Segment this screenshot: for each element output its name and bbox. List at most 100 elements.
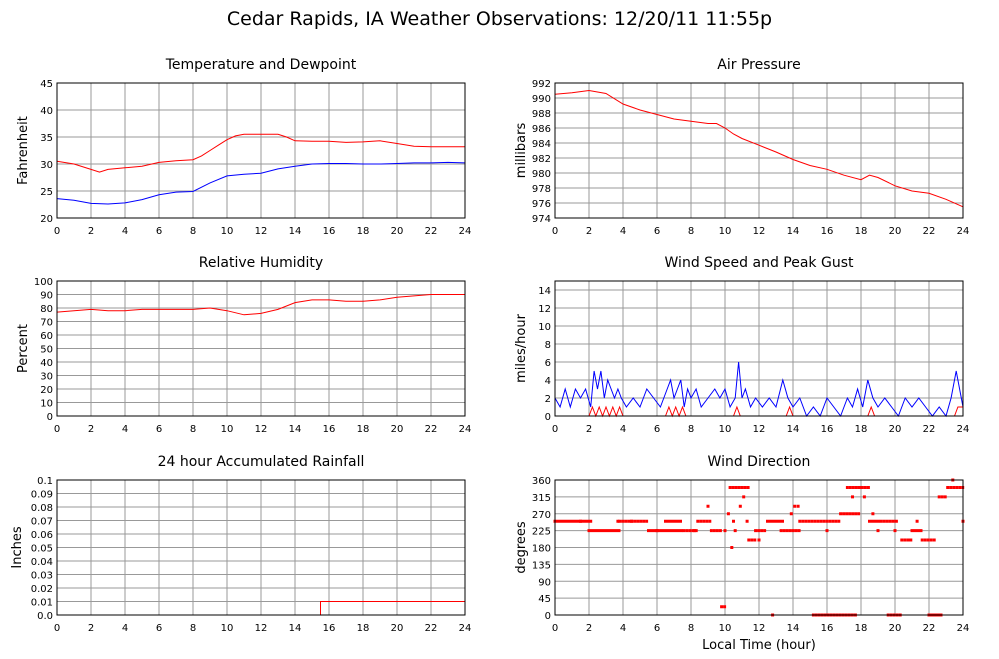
y-tick-label: 30 xyxy=(40,160,53,171)
data-point xyxy=(633,519,637,523)
x-tick-label: 14 xyxy=(289,226,302,237)
y-axis-label: Inches xyxy=(10,526,25,568)
series-line-0 xyxy=(56,133,465,173)
x-tick-label: 20 xyxy=(889,226,902,237)
data-point xyxy=(692,529,696,533)
x-tick-label: 12 xyxy=(255,623,268,634)
data-point xyxy=(659,529,662,533)
y-axis-label: millibars xyxy=(514,123,529,179)
data-point xyxy=(650,529,653,533)
data-point xyxy=(737,486,741,489)
data-point xyxy=(825,529,829,533)
x-tick-label: 10 xyxy=(719,226,732,237)
x-tick-label: 12 xyxy=(255,226,268,237)
x-tick-label: 24 xyxy=(957,226,970,237)
x-tick-label: 18 xyxy=(357,424,370,435)
data-point xyxy=(677,529,680,533)
data-point xyxy=(630,519,633,523)
data-point xyxy=(621,519,625,523)
data-point xyxy=(605,529,609,533)
x-tick-label: 24 xyxy=(957,623,970,634)
y-tick-label: 974 xyxy=(532,214,551,225)
data-point xyxy=(616,519,620,523)
data-point xyxy=(556,519,560,523)
data-point xyxy=(667,519,670,523)
data-point xyxy=(857,512,861,516)
data-point xyxy=(608,529,612,533)
y-tick-label: 0.04 xyxy=(31,557,53,568)
data-point xyxy=(731,486,735,489)
data-point xyxy=(738,504,742,508)
data-point xyxy=(571,519,575,523)
y-tick-label: 992 xyxy=(532,79,551,90)
chart-rain: 0 2 4 6 8 10 12 14 16 18 20 22 240.00.010.020.030.04… xyxy=(10,454,471,634)
data-point xyxy=(891,519,895,523)
data-point xyxy=(662,529,665,533)
y-tick-label: 50 xyxy=(40,345,53,356)
data-point xyxy=(653,529,656,533)
plot-frame xyxy=(56,82,466,219)
data-point xyxy=(781,519,784,523)
x-tick-label: 6 xyxy=(156,226,162,237)
y-tick-label: 978 xyxy=(532,184,551,195)
y-tick-label: 980 xyxy=(532,169,551,180)
data-point xyxy=(894,519,898,523)
x-tick-label: 22 xyxy=(425,424,438,435)
data-point xyxy=(617,529,621,533)
data-point xyxy=(688,529,692,533)
plot-frame xyxy=(56,479,466,616)
y-tick-label: 360 xyxy=(532,476,551,487)
chart-title: 24 hour Accumulated Rainfall xyxy=(158,454,365,470)
data-point xyxy=(706,504,710,508)
data-point xyxy=(565,519,569,523)
data-point xyxy=(796,504,800,508)
data-point xyxy=(562,519,566,523)
x-tick-label: 20 xyxy=(391,424,404,435)
x-tick-label: 24 xyxy=(459,226,472,237)
plot-frame xyxy=(554,82,964,219)
chart-humidity: 0 2 4 6 8 10 12 14 16 18 20 22 240102030405060708090… xyxy=(16,255,471,435)
x-tick-label: 2 xyxy=(586,226,592,237)
data-point xyxy=(791,529,795,533)
x-tick-label: 8 xyxy=(190,226,196,237)
x-tick-label: 16 xyxy=(821,623,834,634)
data-point xyxy=(837,519,841,523)
y-tick-label: 990 xyxy=(532,94,551,105)
y-tick-label: 4 xyxy=(545,376,551,387)
y-tick-label: 60 xyxy=(40,331,53,342)
y-tick-label: 135 xyxy=(532,560,551,571)
data-point xyxy=(789,512,793,516)
x-axis-label: Local Time (hour) xyxy=(702,638,816,653)
y-tick-label: 984 xyxy=(532,139,551,150)
y-axis-label: Fahrenheit xyxy=(16,116,31,185)
data-point xyxy=(854,486,858,489)
data-point xyxy=(743,486,747,489)
chart-direction: 0 2 4 6 8 10 12 14 16 18 20 22 240459013518022527031… xyxy=(514,454,969,634)
data-point xyxy=(915,519,919,523)
data-point xyxy=(583,519,587,523)
y-tick-label: 0 xyxy=(545,611,551,622)
y-tick-label: 40 xyxy=(40,358,53,369)
x-tick-label: 10 xyxy=(719,623,732,634)
data-point xyxy=(822,519,826,523)
x-tick-label: 18 xyxy=(855,424,868,435)
x-tick-label: 0 xyxy=(552,424,558,435)
data-point xyxy=(848,512,852,516)
y-tick-label: 45 xyxy=(40,79,53,90)
data-point xyxy=(810,519,814,523)
y-tick-label: 80 xyxy=(40,304,53,315)
data-point xyxy=(559,519,563,523)
x-tick-label: 6 xyxy=(156,424,162,435)
y-tick-label: 986 xyxy=(532,124,551,135)
data-point xyxy=(929,538,933,542)
x-tick-label: 12 xyxy=(753,623,766,634)
data-point xyxy=(794,529,798,533)
data-point xyxy=(819,519,823,523)
y-tick-label: 90 xyxy=(538,577,551,588)
data-point xyxy=(828,519,832,523)
data-point xyxy=(712,529,716,533)
data-point xyxy=(627,519,631,523)
x-tick-label: 22 xyxy=(923,424,936,435)
data-point xyxy=(876,529,880,533)
data-point xyxy=(589,519,593,523)
